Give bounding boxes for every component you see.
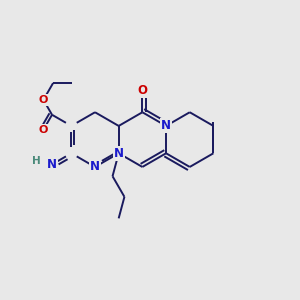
Text: O: O: [137, 84, 147, 98]
Text: H: H: [32, 156, 41, 166]
Text: O: O: [38, 125, 48, 135]
Text: N: N: [47, 158, 57, 171]
Text: N: N: [114, 147, 124, 160]
Text: O: O: [39, 95, 48, 105]
Text: N: N: [161, 119, 171, 132]
Text: N: N: [90, 160, 100, 173]
